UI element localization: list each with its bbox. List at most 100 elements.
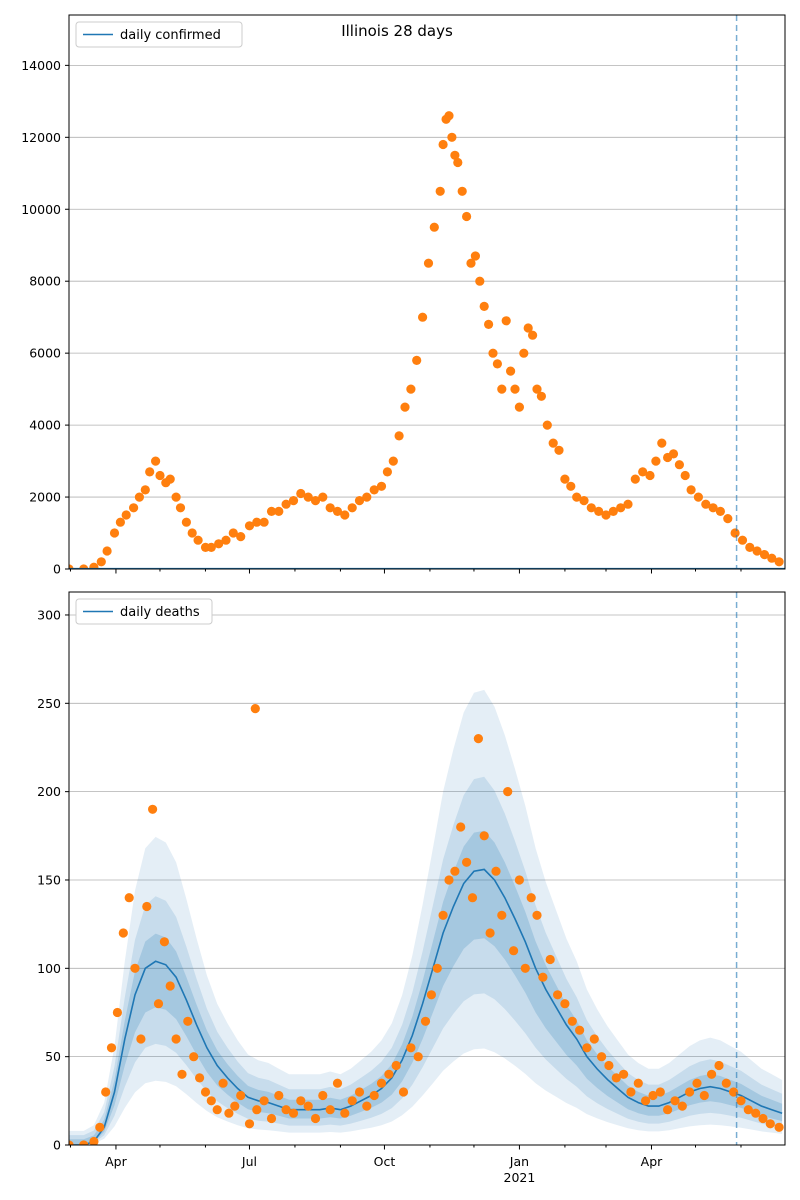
data-point [259,517,269,527]
data-point [536,391,547,401]
data-point [485,928,495,938]
x-tick-label: Jan [509,1154,529,1169]
data-point [466,258,476,268]
data-point [96,557,106,567]
data-point [663,1105,673,1115]
data-point [406,384,416,394]
data-point [412,355,422,365]
data-point [296,488,306,499]
data-point [175,503,186,513]
data-point [456,822,466,832]
data-point [206,542,216,553]
data-point [153,999,164,1009]
data-point [109,528,120,538]
y-tick-label: 250 [37,696,61,711]
data-point [506,366,516,376]
data-point [218,1078,228,1088]
data-point [519,348,529,358]
data-point [641,1096,651,1106]
data-point [250,704,260,714]
confirmed-gridlines [69,64,785,498]
data-point [362,492,372,502]
deaths-legend: daily deaths [75,598,213,625]
y-tick-label: 2000 [29,490,61,505]
chart-title: Illinois 28 days [341,22,453,40]
y-tick-label: 14000 [21,58,61,73]
data-point [136,1034,146,1044]
data-point [325,1105,335,1115]
data-point [450,866,460,876]
data-point [699,1090,709,1101]
deaths-x-axis: Apr Jul Oct Jan Apr 2021 [69,1145,742,1185]
data-point [310,496,321,506]
data-point [579,496,589,506]
data-point [266,506,277,516]
data-point [457,186,467,196]
data-point [479,301,489,311]
data-point [159,937,169,947]
uncertainty-band-inner [69,830,783,1145]
data-point [347,1096,357,1106]
data-point [545,954,555,965]
data-point [332,506,343,516]
data-point [101,1087,111,1097]
deaths-marks [69,704,784,1145]
data-point [155,470,165,481]
confirmed-y-axis: 0 2000 4000 6000 8000 10000 12000 14000 [21,58,69,577]
data-point [224,1108,234,1118]
data-point [252,517,262,527]
data-point [693,492,704,502]
y-tick-label: 150 [37,872,61,887]
data-point [759,550,770,560]
data-point [89,562,99,569]
data-point [589,1034,599,1044]
confirmed-legend: daily confirmed [75,21,243,48]
data-point [462,211,472,222]
data-point [148,804,158,814]
data-point [266,1113,277,1124]
data-point [616,503,626,513]
data-point [183,1016,193,1026]
data-point [69,564,74,569]
data-point [142,901,152,912]
data-point [106,1043,117,1053]
data-point [674,460,685,470]
data-point [384,1069,394,1079]
data-point [214,539,224,549]
data-point [560,999,570,1009]
data-point [548,438,558,448]
data-point [501,316,511,326]
data-point [79,1140,89,1145]
data-point [655,1087,665,1097]
data-point [528,330,538,340]
data-point [274,1090,284,1101]
x-tick-label: Apr [641,1154,663,1169]
y-tick-label: 10000 [21,202,61,217]
data-point [657,438,667,448]
data-point [134,492,144,502]
data-point [475,276,485,286]
data-point [752,546,762,556]
data-point [723,514,733,524]
data-point [171,1034,181,1044]
data-point [444,875,454,885]
data-point [685,1087,695,1097]
data-point [193,535,203,545]
data-point [651,456,661,466]
data-point [633,1078,643,1088]
data-point [423,258,434,268]
data-point [774,1122,784,1132]
confirmed-legend-box [75,21,243,48]
deaths-legend-label: daily deaths [120,605,200,620]
data-point [369,1090,379,1101]
data-point [354,496,365,506]
data-point [369,485,379,495]
x-tick-label: Apr [105,1154,127,1169]
data-point [686,485,696,495]
data-point [165,474,175,484]
data-point [165,981,175,991]
data-point [638,467,648,477]
data-point [597,1052,607,1062]
confirmed-legend-label: daily confirmed [120,28,221,43]
